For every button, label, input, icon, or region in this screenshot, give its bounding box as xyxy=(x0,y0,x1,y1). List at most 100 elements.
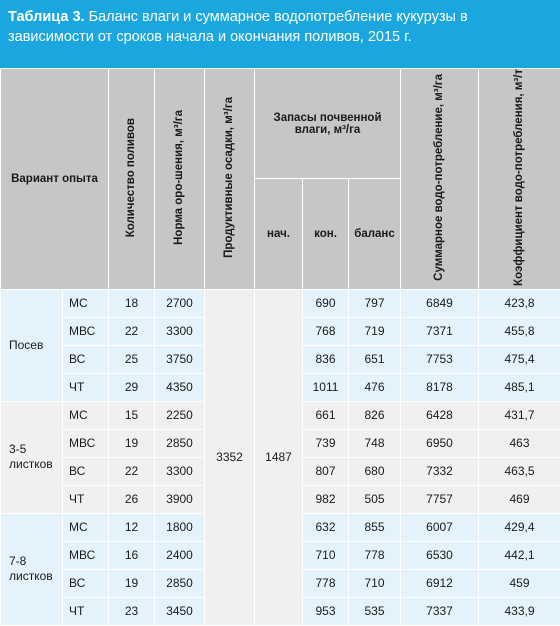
cell-total: 6007 xyxy=(401,513,479,541)
cell-balance: 680 xyxy=(349,457,401,485)
cell-precip: 3352 xyxy=(205,289,255,625)
cell-end: 953 xyxy=(303,597,349,625)
data-table: Вариант опыта Количество поливов Норма о… xyxy=(0,68,560,626)
header-norm: Норма оро-шения, м³/га xyxy=(155,69,205,290)
cell-norm: 2700 xyxy=(155,289,205,317)
cell-end: 836 xyxy=(303,345,349,373)
cell-total: 7753 xyxy=(401,345,479,373)
cell-end: 661 xyxy=(303,401,349,429)
cell-balance: 651 xyxy=(349,345,401,373)
cell-coef: 455,8 xyxy=(479,317,560,345)
group-name: Посев xyxy=(1,289,63,401)
cell-balance: 748 xyxy=(349,429,401,457)
cell-end: 710 xyxy=(303,541,349,569)
header-variant: Вариант опыта xyxy=(1,69,109,290)
cell-end: 778 xyxy=(303,569,349,597)
header-total: Суммарное водо-потребление, м³/га xyxy=(401,69,479,290)
caption-label: Таблица 3. xyxy=(8,9,85,25)
cell-total: 7337 xyxy=(401,597,479,625)
variant-symbol: МС xyxy=(63,401,109,429)
cell-count: 12 xyxy=(109,513,155,541)
variant-symbol: МС xyxy=(63,513,109,541)
variant-symbol: ВС xyxy=(63,345,109,373)
cell-count: 25 xyxy=(109,345,155,373)
cell-total: 6912 xyxy=(401,569,479,597)
cell-count: 16 xyxy=(109,541,155,569)
cell-norm: 4350 xyxy=(155,373,205,401)
cell-coef: 423,8 xyxy=(479,289,560,317)
variant-symbol: МС xyxy=(63,289,109,317)
variant-symbol: ВС xyxy=(63,569,109,597)
variant-symbol: ЧТ xyxy=(63,373,109,401)
group-name: 7-8 листков xyxy=(1,513,63,625)
cell-norm: 3750 xyxy=(155,345,205,373)
cell-end: 1011 xyxy=(303,373,349,401)
cell-coef: 463 xyxy=(479,429,560,457)
cell-count: 26 xyxy=(109,485,155,513)
cell-count: 29 xyxy=(109,373,155,401)
cell-total: 6849 xyxy=(401,289,479,317)
cell-norm: 1800 xyxy=(155,513,205,541)
header-end: кон. xyxy=(303,179,349,289)
cell-total: 6530 xyxy=(401,541,479,569)
cell-coef: 463,5 xyxy=(479,457,560,485)
cell-norm: 2250 xyxy=(155,401,205,429)
cell-end: 739 xyxy=(303,429,349,457)
cell-norm: 3300 xyxy=(155,317,205,345)
variant-symbol: МВС xyxy=(63,317,109,345)
cell-end: 807 xyxy=(303,457,349,485)
cell-total: 7332 xyxy=(401,457,479,485)
cell-coef: 459 xyxy=(479,569,560,597)
header-count: Количество поливов xyxy=(109,69,155,290)
cell-count: 18 xyxy=(109,289,155,317)
header-precip: Продуктивные осадки, м³/га xyxy=(205,69,255,290)
variant-symbol: МВС xyxy=(63,541,109,569)
cell-norm: 2400 xyxy=(155,541,205,569)
cell-total: 7371 xyxy=(401,317,479,345)
cell-total: 6428 xyxy=(401,401,479,429)
header-start: нач. xyxy=(255,179,303,289)
cell-count: 23 xyxy=(109,597,155,625)
cell-total: 7757 xyxy=(401,485,479,513)
cell-count: 22 xyxy=(109,457,155,485)
cell-balance: 797 xyxy=(349,289,401,317)
cell-coef: 469 xyxy=(479,485,560,513)
cell-start: 1487 xyxy=(255,289,303,625)
variant-symbol: МВС xyxy=(63,429,109,457)
cell-coef: 485,1 xyxy=(479,373,560,401)
header-reserves: Запасы почвенной влаги, м³/га xyxy=(255,69,401,179)
cell-coef: 429,4 xyxy=(479,513,560,541)
cell-balance: 535 xyxy=(349,597,401,625)
cell-coef: 431,7 xyxy=(479,401,560,429)
cell-count: 22 xyxy=(109,317,155,345)
variant-symbol: ЧТ xyxy=(63,597,109,625)
cell-balance: 719 xyxy=(349,317,401,345)
cell-norm: 3900 xyxy=(155,485,205,513)
variant-symbol: ЧТ xyxy=(63,485,109,513)
cell-total: 8178 xyxy=(401,373,479,401)
cell-balance: 476 xyxy=(349,373,401,401)
header-coef: Коэффициент водо-потребления, м³/т xyxy=(479,69,560,290)
cell-end: 982 xyxy=(303,485,349,513)
cell-coef: 433,9 xyxy=(479,597,560,625)
cell-norm: 3450 xyxy=(155,597,205,625)
table-caption: Таблица 3. Баланс влаги и суммарное водо… xyxy=(0,0,560,68)
cell-balance: 710 xyxy=(349,569,401,597)
variant-symbol: ВС xyxy=(63,457,109,485)
cell-end: 690 xyxy=(303,289,349,317)
cell-balance: 505 xyxy=(349,485,401,513)
cell-count: 19 xyxy=(109,569,155,597)
cell-norm: 2850 xyxy=(155,429,205,457)
cell-count: 19 xyxy=(109,429,155,457)
cell-coef: 442,1 xyxy=(479,541,560,569)
cell-total: 6950 xyxy=(401,429,479,457)
cell-end: 768 xyxy=(303,317,349,345)
cell-norm: 2850 xyxy=(155,569,205,597)
cell-end: 632 xyxy=(303,513,349,541)
group-name: 3-5 листков xyxy=(1,401,63,513)
cell-balance: 778 xyxy=(349,541,401,569)
cell-balance: 855 xyxy=(349,513,401,541)
cell-count: 15 xyxy=(109,401,155,429)
